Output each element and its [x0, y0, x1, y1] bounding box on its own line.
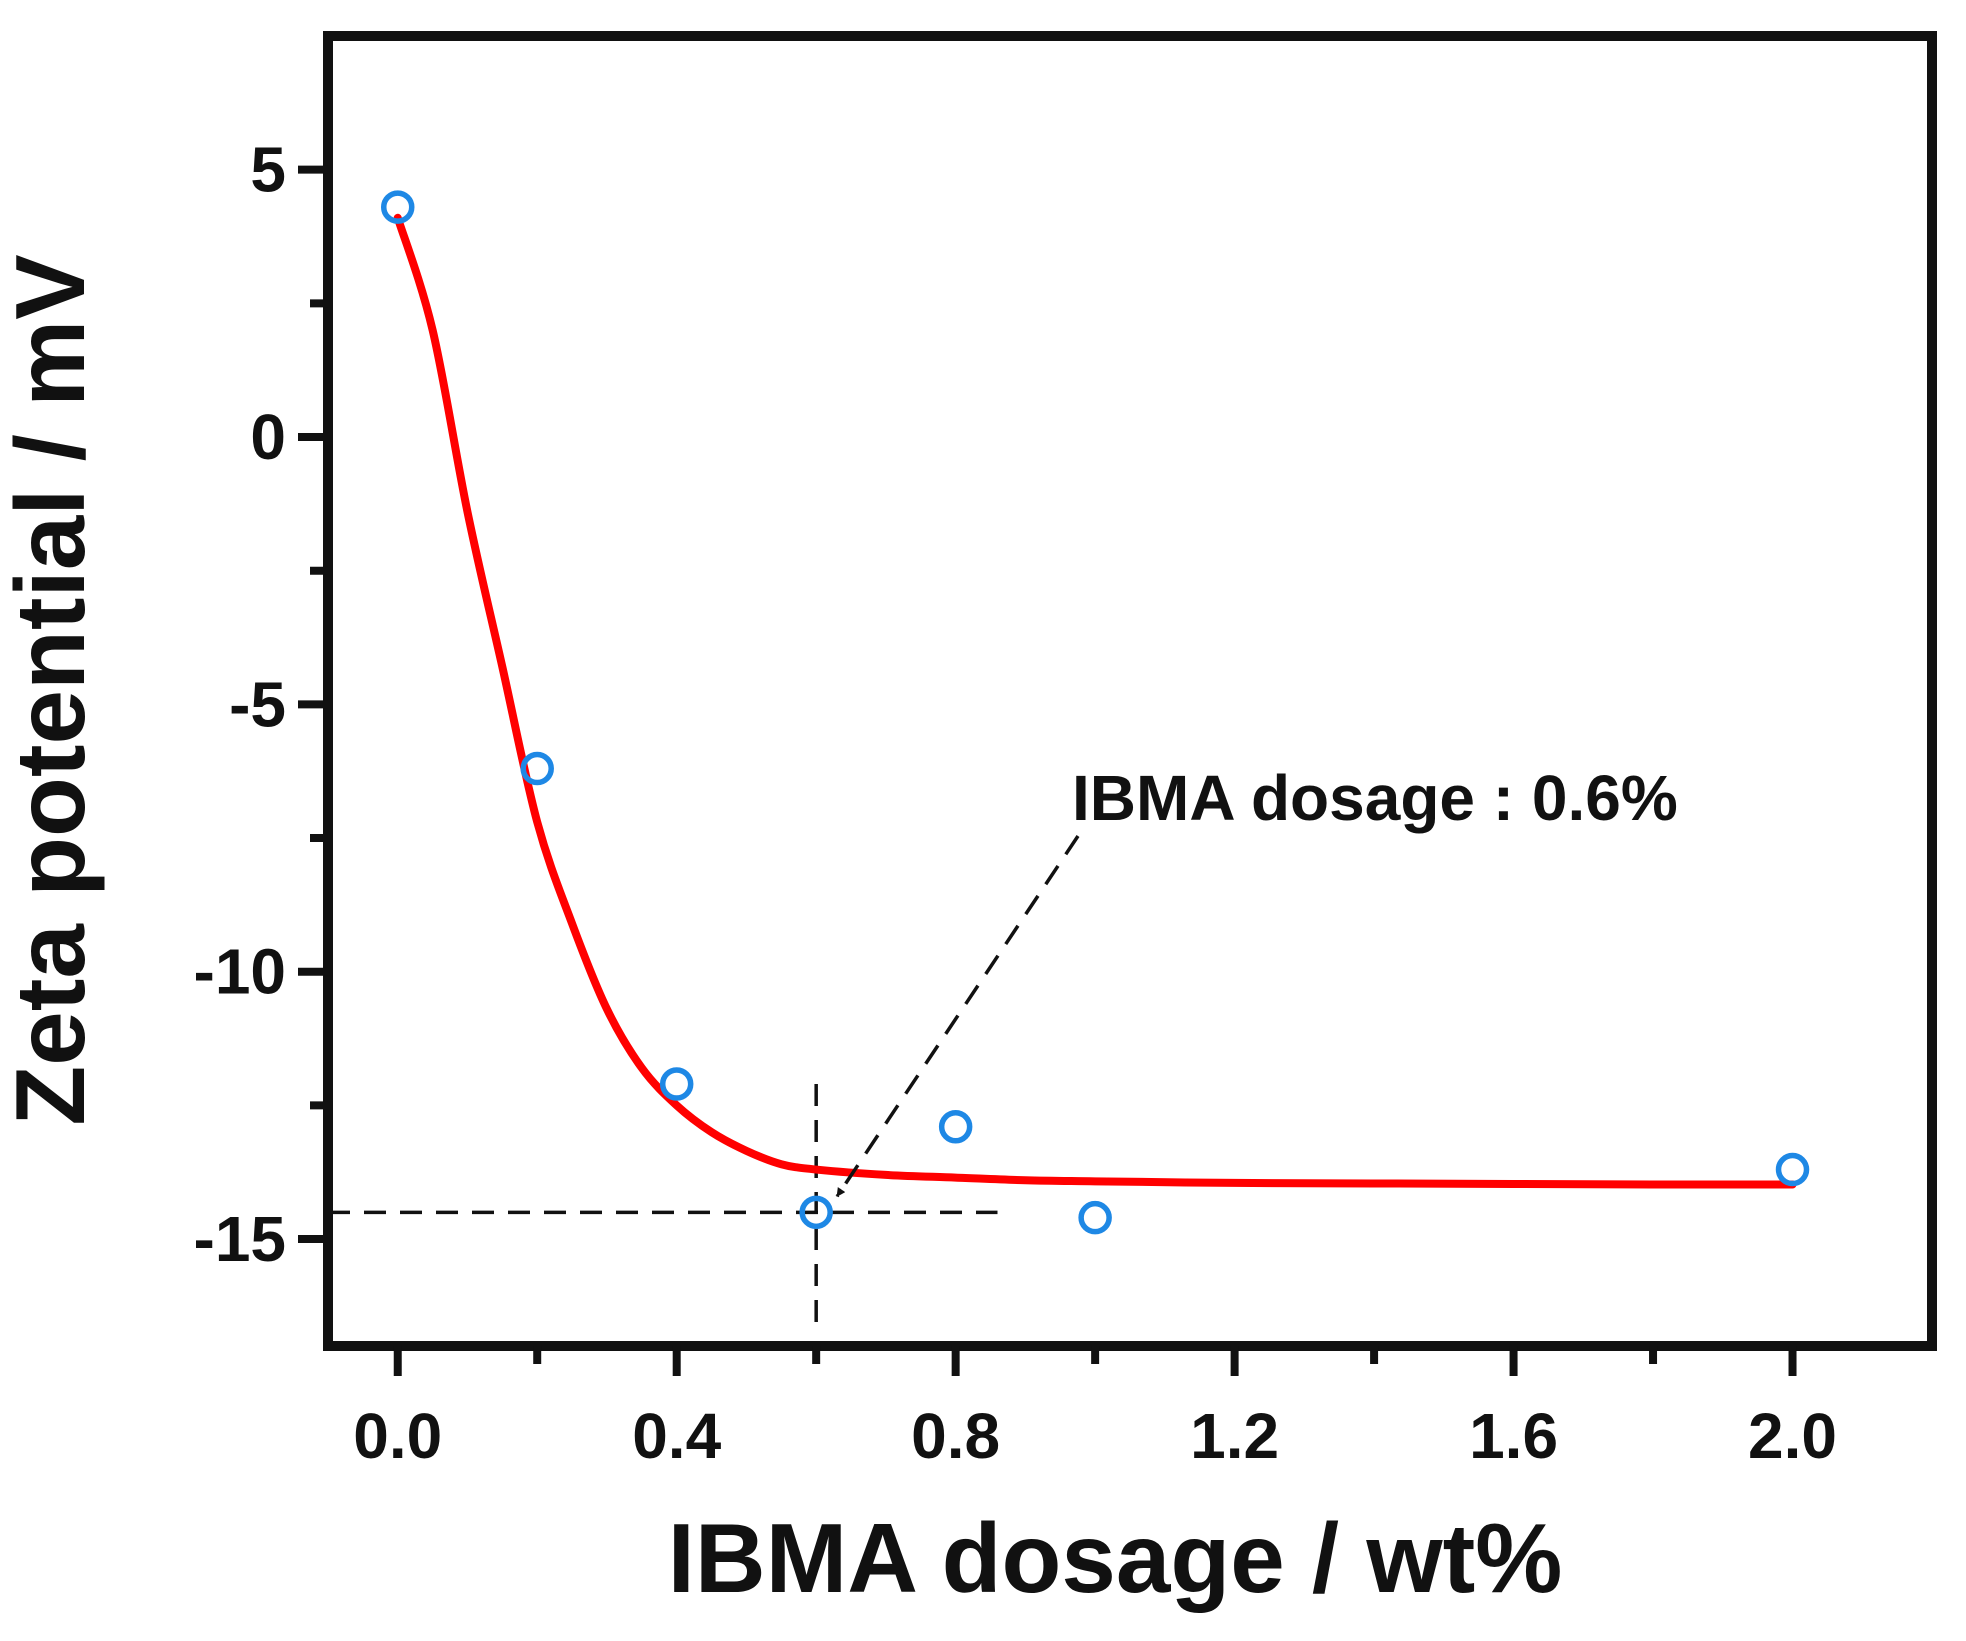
data-point-5: [1078, 1200, 1112, 1235]
y-tick-label-0: 5: [250, 134, 286, 206]
annotation-layer: IBMA dosage : 0.6%: [835, 762, 1678, 1198]
data-point-2: [659, 1067, 694, 1101]
x-tick-label-0: 0.0: [353, 1400, 442, 1472]
data-point-1: [520, 751, 554, 786]
data-point-4: [938, 1110, 973, 1144]
x-tick-label-2: 0.8: [911, 1400, 1000, 1472]
x-tick-label-5: 2.0: [1748, 1400, 1837, 1472]
data-point-6: [1775, 1152, 1810, 1187]
y-tick-label-4: -15: [194, 1203, 287, 1275]
x-tick-label-4: 1.6: [1469, 1400, 1558, 1472]
y-tick-label-2: -5: [229, 668, 286, 740]
axis-ticks: [298, 165, 1797, 1376]
fit-curve-layer: [393, 213, 1797, 1189]
reference-lines: [328, 1084, 998, 1330]
data-point-3: [799, 1195, 833, 1230]
y-tick-label-1: 0: [250, 401, 286, 473]
x-axis-title: IBMA dosage / wt%: [668, 1503, 1563, 1613]
y-tick-label-3: -10: [194, 936, 287, 1008]
annotation-arrow: [835, 835, 1080, 1198]
x-tick-label-3: 1.2: [1190, 1400, 1279, 1472]
plot-frame: [323, 31, 1937, 1351]
axis-tick-labels: 0.0 0.4 0.8 1.2 1.6 2.0 5 0 -5 -10 -15: [194, 134, 1838, 1472]
fit-curve-line: [393, 213, 1797, 1189]
data-points-layer: [380, 190, 1810, 1235]
annotation-label: IBMA dosage : 0.6%: [1072, 762, 1678, 834]
x-tick-label-1: 0.4: [632, 1400, 721, 1472]
data-point-0: [380, 190, 415, 224]
y-axis-title: Zeta potential / mV: [0, 254, 105, 1125]
